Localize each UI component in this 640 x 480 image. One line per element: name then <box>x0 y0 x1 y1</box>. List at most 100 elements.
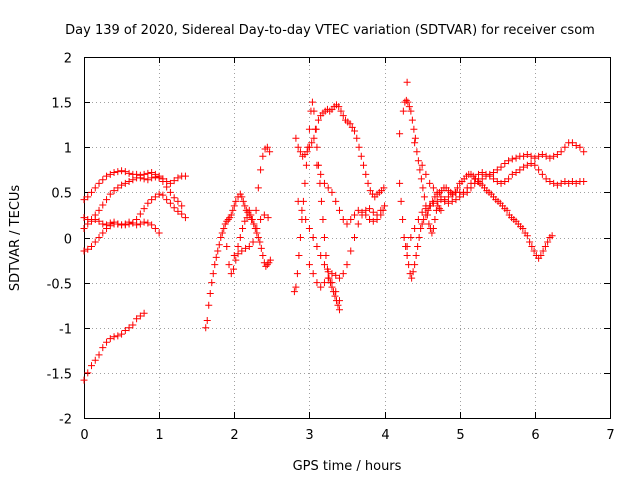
data-point <box>546 154 554 162</box>
data-point <box>535 166 543 174</box>
tick-labels: 0 1 2 3 4 5 6 7 -2 -1.5 -1 -0.5 0 0.5 1 1.5 2 <box>47 52 615 444</box>
data-point <box>249 238 257 246</box>
data-point <box>444 193 452 201</box>
data-point <box>88 362 96 370</box>
data-point <box>324 184 332 192</box>
data-point <box>419 184 427 192</box>
data-point <box>542 175 550 183</box>
data-point <box>114 332 122 340</box>
data-point <box>295 252 303 260</box>
data-point <box>148 221 156 229</box>
data-point <box>399 107 407 115</box>
x-tick-label: 7 <box>606 428 614 443</box>
data-point <box>351 234 359 241</box>
data-point <box>526 238 534 246</box>
data-point <box>546 178 554 186</box>
data-point <box>429 199 437 207</box>
data-point <box>110 218 118 226</box>
data-point <box>125 218 133 226</box>
data-point <box>84 193 92 201</box>
data-point <box>478 169 486 177</box>
data-point <box>530 247 538 255</box>
data-point <box>118 221 126 229</box>
data-point <box>110 187 118 195</box>
data-point <box>148 196 156 204</box>
data-point <box>205 301 213 309</box>
data-point <box>170 177 178 185</box>
data-point <box>159 191 167 199</box>
data-point <box>437 206 445 214</box>
data-point <box>486 172 494 180</box>
data-point <box>170 204 178 212</box>
data-point <box>234 243 242 251</box>
data-point <box>310 107 318 115</box>
data-point <box>429 224 437 232</box>
data-point <box>405 261 413 269</box>
data-point <box>254 234 262 241</box>
data-point <box>360 161 368 169</box>
data-point <box>305 143 313 151</box>
data-point <box>403 252 411 260</box>
data-point <box>88 217 96 225</box>
data-point <box>535 152 543 160</box>
data-point <box>136 312 144 320</box>
data-point <box>467 179 475 187</box>
data-point <box>125 324 133 332</box>
data-point <box>151 173 159 181</box>
data-point <box>409 268 417 276</box>
data-point <box>364 179 372 187</box>
data-point <box>355 143 363 151</box>
data-point <box>308 98 316 106</box>
data-point <box>241 217 249 225</box>
data-point <box>414 157 422 165</box>
data-point <box>80 196 88 204</box>
data-point <box>332 197 340 205</box>
data-point <box>420 193 428 201</box>
data-point <box>95 351 103 359</box>
data-point <box>266 148 274 156</box>
data-point <box>444 199 452 207</box>
data-point <box>320 234 328 241</box>
data-point <box>103 221 111 229</box>
x-tick-label: 3 <box>305 428 313 443</box>
data-point <box>520 163 528 171</box>
data-point <box>354 206 362 214</box>
data-point <box>519 224 527 232</box>
data-point <box>129 176 137 184</box>
data-point <box>232 197 240 205</box>
data-point <box>493 166 501 174</box>
data-point <box>103 172 111 180</box>
y-tick-label: 1.5 <box>51 97 72 112</box>
data-point <box>178 202 186 210</box>
data-point <box>320 261 328 269</box>
data-point <box>292 134 300 142</box>
data-point <box>217 234 225 241</box>
data-point <box>402 96 410 104</box>
y-axis-title: SDTVAR / TECUs <box>8 185 23 292</box>
data-point <box>99 201 107 209</box>
data-point <box>99 229 107 237</box>
data-point <box>155 174 163 182</box>
data-point <box>218 229 226 237</box>
data-point <box>456 193 464 201</box>
data-point <box>366 205 374 213</box>
y-tick-label: 2 <box>64 52 72 67</box>
data-point <box>435 205 443 213</box>
data-point <box>541 243 549 251</box>
data-point <box>335 306 343 314</box>
data-point <box>339 112 347 120</box>
data-point <box>209 270 217 278</box>
data-point <box>410 125 418 133</box>
data-point <box>227 270 235 278</box>
chart-title: Day 139 of 2020, Sidereal Day-to-day VTE… <box>65 23 595 38</box>
data-point <box>580 148 588 156</box>
data-point <box>505 157 513 165</box>
data-point <box>121 220 129 228</box>
data-point <box>155 229 163 237</box>
data-point <box>320 279 328 287</box>
data-point <box>561 143 569 151</box>
data-point <box>565 179 573 187</box>
data-point <box>512 169 520 177</box>
data-point <box>80 224 88 232</box>
data-point <box>266 256 274 264</box>
